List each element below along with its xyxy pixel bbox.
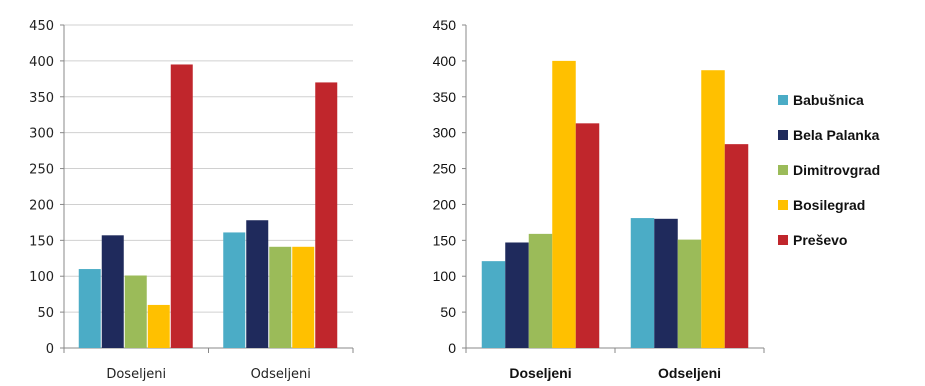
bar bbox=[246, 220, 269, 348]
bar bbox=[505, 242, 529, 348]
bar bbox=[677, 239, 702, 348]
legend-label: Babušnica bbox=[793, 92, 864, 108]
legend-swatch bbox=[778, 235, 788, 245]
bar bbox=[78, 269, 101, 348]
y-tick-label: 50 bbox=[440, 304, 456, 320]
legend-swatch bbox=[778, 130, 788, 140]
y-tick-label: 300 bbox=[29, 127, 54, 142]
bar bbox=[269, 246, 292, 348]
y-tick-label: 450 bbox=[433, 17, 457, 33]
bar bbox=[528, 233, 553, 348]
x-category-label: Odseljeni bbox=[658, 365, 721, 381]
y-tick-label: 400 bbox=[433, 53, 457, 69]
legend-swatch bbox=[778, 165, 788, 175]
legend-swatch bbox=[778, 200, 788, 210]
chart-right: 0 50 100 150 200 250 300 350 400 450 Doseljeni Odse… bbox=[433, 17, 880, 381]
y-tick-label: 150 bbox=[433, 232, 457, 248]
y-tick-label: 450 bbox=[29, 19, 54, 34]
bar bbox=[101, 235, 124, 348]
bar bbox=[124, 275, 147, 348]
legend-label: Bosilegrad bbox=[793, 197, 865, 213]
y-tick-label: 50 bbox=[37, 306, 54, 321]
x-category-label: Odseljeni bbox=[251, 367, 311, 382]
bar bbox=[654, 218, 678, 348]
legend-swatch bbox=[778, 95, 788, 105]
bar bbox=[575, 123, 600, 348]
legend-label: Preševo bbox=[793, 232, 847, 248]
bar bbox=[552, 60, 576, 349]
bar bbox=[170, 64, 193, 348]
bar bbox=[630, 218, 655, 348]
bar bbox=[147, 304, 170, 348]
legend-label: Dimitrovgrad bbox=[793, 162, 880, 178]
x-category-label: Doseljeni bbox=[509, 365, 571, 381]
y-tick-label: 350 bbox=[29, 91, 54, 106]
y-tick-label: 350 bbox=[433, 89, 457, 105]
y-tick-label: 200 bbox=[433, 196, 457, 212]
y-tick-label: 150 bbox=[29, 234, 54, 249]
legend-label: Bela Palanka bbox=[793, 127, 880, 143]
y-tick-label: 100 bbox=[29, 270, 54, 285]
bar bbox=[701, 70, 725, 348]
y-tick-label: 0 bbox=[448, 340, 456, 356]
bar bbox=[292, 246, 315, 348]
y-tick-label: 200 bbox=[29, 198, 54, 213]
x-category-label: Doseljeni bbox=[106, 367, 166, 382]
bar bbox=[481, 261, 506, 348]
y-tick-label: 0 bbox=[46, 342, 54, 357]
y-tick-label: 400 bbox=[29, 55, 54, 70]
y-tick-label: 100 bbox=[433, 268, 457, 284]
y-tick-label: 250 bbox=[29, 163, 54, 178]
y-tick-label: 250 bbox=[433, 161, 457, 177]
bar bbox=[724, 144, 749, 348]
bar bbox=[223, 232, 246, 348]
bar bbox=[315, 82, 338, 348]
chart-left: 0 50 100 150 200 250 300 350 400 450 Doseljeni Odse… bbox=[29, 19, 354, 382]
y-tick-label: 300 bbox=[433, 125, 457, 141]
